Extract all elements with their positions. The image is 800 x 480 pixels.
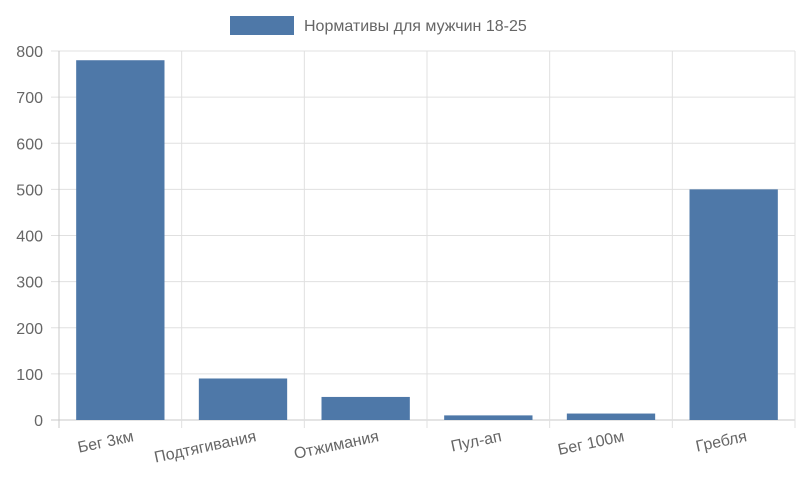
y-tick-label: 700 (16, 90, 43, 107)
x-tick-label: Бег 100м (556, 428, 625, 459)
x-tick-label: Отжимания (293, 428, 381, 463)
x-tick-label: Гребля (694, 428, 748, 455)
y-tick-label: 0 (34, 413, 43, 430)
x-tick-label: Пул-ап (449, 428, 503, 455)
bars (76, 60, 778, 420)
y-tick-label: 300 (16, 275, 43, 292)
bar (198, 378, 288, 420)
x-axis-ticks: Бег 3км Подтягивания Отжимания Пул-ап Бег 10… (76, 428, 748, 466)
y-tick-label: 500 (16, 182, 43, 199)
bar (689, 189, 778, 420)
bar (444, 415, 533, 420)
bar (321, 396, 410, 420)
y-axis-ticks: 0 100 200 300 400 500 600 700 800 (16, 44, 43, 430)
bar (566, 413, 656, 420)
y-tick-label: 100 (16, 367, 43, 384)
y-tick-label: 600 (16, 136, 43, 153)
y-tick-label: 400 (16, 229, 43, 246)
grid (51, 50, 796, 428)
bar (76, 60, 165, 420)
x-tick-label: Бег 3км (76, 428, 135, 456)
legend-swatch (230, 16, 294, 35)
y-tick-label: 200 (16, 321, 43, 338)
legend-label: Нормативы для мужчин 18-25 (304, 18, 527, 35)
y-tick-label: 800 (16, 44, 43, 61)
x-tick-label: Подтягивания (153, 428, 258, 466)
legend: Нормативы для мужчин 18-25 (230, 16, 527, 35)
